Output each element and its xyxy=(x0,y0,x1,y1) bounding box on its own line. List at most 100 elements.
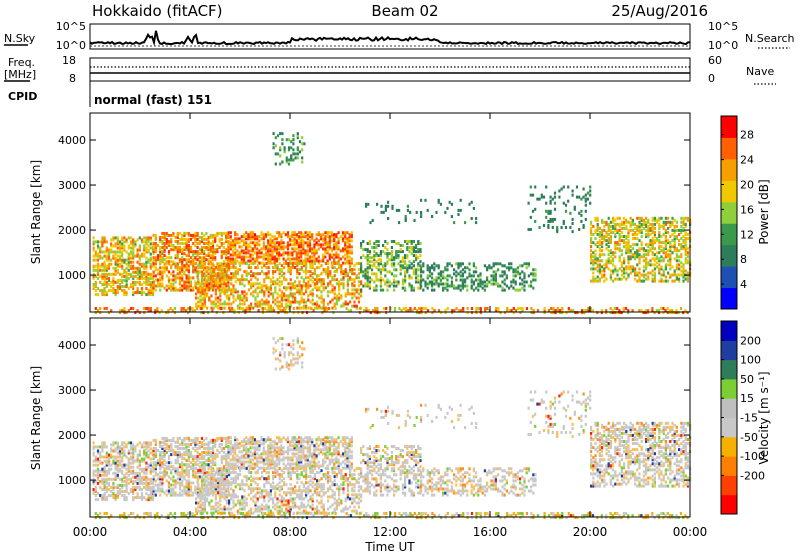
cpid-label: CPID xyxy=(8,90,37,103)
power-cell xyxy=(156,244,160,247)
power-cell xyxy=(143,240,146,244)
power-cell xyxy=(426,264,429,268)
power-cell xyxy=(582,187,585,191)
power-cell xyxy=(219,278,222,282)
power-cell xyxy=(686,253,689,257)
power-cell xyxy=(669,247,672,251)
power-cell xyxy=(265,288,268,292)
power-cell xyxy=(103,287,106,290)
power-cell xyxy=(161,252,164,256)
power-cell xyxy=(231,251,235,255)
power-cell xyxy=(269,243,272,247)
power-cell xyxy=(228,276,231,280)
velocity-cell xyxy=(123,494,126,497)
power-cell xyxy=(240,235,243,239)
power-cell xyxy=(404,286,407,290)
velocity-cell xyxy=(116,469,119,473)
power-cell xyxy=(622,307,625,310)
power-cell xyxy=(241,274,244,278)
power-cell xyxy=(229,231,232,235)
power-cell xyxy=(118,240,122,244)
power-cell xyxy=(282,247,285,251)
power-cell xyxy=(323,309,326,313)
velocity-cell xyxy=(156,483,160,487)
power-cell xyxy=(214,268,217,272)
power-cell xyxy=(645,222,648,226)
power-cell xyxy=(486,284,489,288)
velocity-cell xyxy=(156,485,160,489)
power-cell xyxy=(598,226,601,230)
power-cell xyxy=(272,266,275,270)
power-cell xyxy=(625,265,628,269)
power-cell xyxy=(246,309,249,313)
power-cell xyxy=(598,267,601,271)
power-cell xyxy=(242,309,245,313)
power-cell xyxy=(660,273,663,277)
power-cell xyxy=(353,264,356,268)
power-cell xyxy=(96,309,100,313)
power-cell xyxy=(475,311,478,315)
power-cell xyxy=(254,276,257,280)
power-cell xyxy=(412,254,415,258)
power-cell xyxy=(420,307,423,310)
power-cell xyxy=(105,268,108,272)
power-cell xyxy=(205,248,208,252)
velocity-cell xyxy=(116,475,119,479)
velocity-cell xyxy=(181,467,184,471)
power-cell xyxy=(272,306,275,310)
velocity-cell xyxy=(187,485,190,489)
power-cell xyxy=(200,258,204,262)
power-cell xyxy=(377,264,380,268)
power-cell xyxy=(645,228,648,232)
velocity-cell xyxy=(161,436,164,440)
power-cell xyxy=(92,240,95,244)
power-cell xyxy=(256,243,259,247)
power-cell xyxy=(220,264,223,268)
velocity-cell xyxy=(149,447,152,451)
power-cell xyxy=(300,255,303,259)
power-cell xyxy=(243,302,246,306)
power-cell xyxy=(347,309,350,313)
power-cell xyxy=(335,282,338,286)
power-cell xyxy=(220,237,223,241)
power-cell xyxy=(272,272,275,276)
colorbar-segment xyxy=(721,244,737,267)
power-cell xyxy=(598,265,601,269)
velocity-cell xyxy=(178,491,182,495)
power-cell xyxy=(420,309,423,313)
power-cell xyxy=(143,248,146,252)
velocity-cell xyxy=(170,491,173,495)
power-cell xyxy=(258,302,261,306)
power-cell xyxy=(362,284,365,288)
power-cell xyxy=(512,286,515,290)
power-cell xyxy=(295,257,298,261)
power-cell xyxy=(662,311,665,315)
power-cell xyxy=(185,258,188,262)
velocity-cell xyxy=(154,465,157,469)
power-cell xyxy=(294,266,297,270)
power-cell xyxy=(322,288,325,292)
power-cell xyxy=(212,272,215,276)
power-cell xyxy=(234,257,237,261)
power-cell xyxy=(333,278,336,282)
power-cell xyxy=(256,292,259,296)
power-cell xyxy=(634,257,637,261)
power-cell xyxy=(603,228,606,232)
velocity-cell xyxy=(136,471,139,475)
power-cell xyxy=(675,255,678,259)
power-cell xyxy=(328,255,331,259)
power-cell xyxy=(686,218,689,222)
power-cell xyxy=(408,266,411,270)
power-cell xyxy=(183,286,186,290)
power-cell xyxy=(143,311,146,315)
power-cell xyxy=(194,256,197,260)
power-cell xyxy=(243,300,246,304)
power-cell xyxy=(222,262,226,266)
power-cell xyxy=(199,304,202,308)
velocity-cell xyxy=(145,483,148,487)
power-cell xyxy=(470,274,473,278)
power-cell xyxy=(426,274,429,278)
power-cell xyxy=(594,261,597,265)
power-cell xyxy=(286,253,290,257)
power-cell xyxy=(426,286,429,290)
